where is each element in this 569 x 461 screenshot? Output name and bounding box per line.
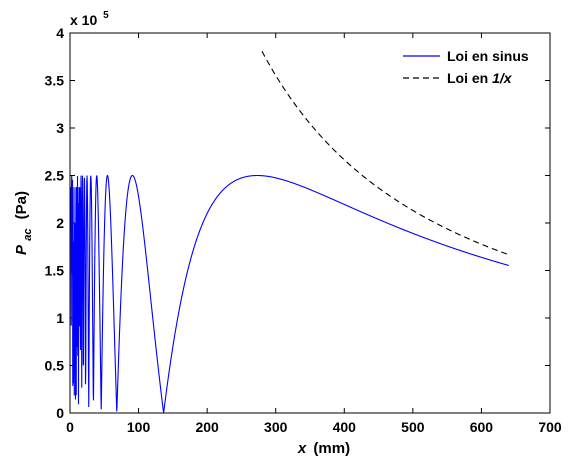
legend-label-inverse-prefix: Loi en xyxy=(447,70,492,86)
y-tick-label: 2.5 xyxy=(45,168,65,184)
y-exponent-power: 5 xyxy=(103,10,109,21)
legend: Loi en sinus Loi en 1/x xyxy=(397,44,542,94)
y-tick-label: 1.5 xyxy=(45,263,65,279)
y-exponent-label: x 10 5 xyxy=(70,10,109,28)
series-layer xyxy=(70,51,510,414)
y-tick-label: 0 xyxy=(56,405,64,421)
x-axis-unit: (mm) xyxy=(313,440,350,457)
y-tick-label: 3 xyxy=(56,120,64,136)
legend-label-sinus: Loi en sinus xyxy=(447,48,529,64)
x-tick-label: 400 xyxy=(333,419,357,435)
legend-box xyxy=(397,44,542,94)
x-tick-label: 300 xyxy=(264,419,288,435)
y-axis-sub: ac xyxy=(22,229,34,241)
y-tick-label: 2 xyxy=(56,215,64,231)
legend-label-inverse: Loi en 1/x xyxy=(447,70,513,86)
x-tick-label: 700 xyxy=(538,419,562,435)
y-exponent-base: x 10 xyxy=(70,12,97,28)
y-axis-title: P ac (Pa) xyxy=(13,191,35,255)
axis-ticks: 0 100 200 300 400 500 600 700 0 0.5 1 1.5 2 2.5 3 3.5 4 xyxy=(45,25,562,435)
x-tick-label: 200 xyxy=(195,419,219,435)
plot-frame xyxy=(69,32,551,414)
x-tick-label: 600 xyxy=(470,419,494,435)
legend-label-inverse-formula: 1/x xyxy=(492,70,513,86)
y-tick-label: 3.5 xyxy=(45,73,65,89)
x-tick-label: 0 xyxy=(66,419,74,435)
y-axis-var: P xyxy=(13,244,30,255)
x-axis-var: x xyxy=(297,440,307,457)
y-tick-label: 0.5 xyxy=(45,358,65,374)
x-axis-title: x (mm) xyxy=(297,440,350,457)
series-line-sinus xyxy=(70,174,509,414)
x-tick-label: 500 xyxy=(401,419,425,435)
y-axis-unit: (Pa) xyxy=(13,191,30,219)
series-line-inverse xyxy=(261,51,510,256)
x-tick-label: 100 xyxy=(127,419,151,435)
y-tick-label: 4 xyxy=(56,25,64,41)
y-tick-label: 1 xyxy=(56,310,64,326)
plot-area xyxy=(70,33,550,413)
